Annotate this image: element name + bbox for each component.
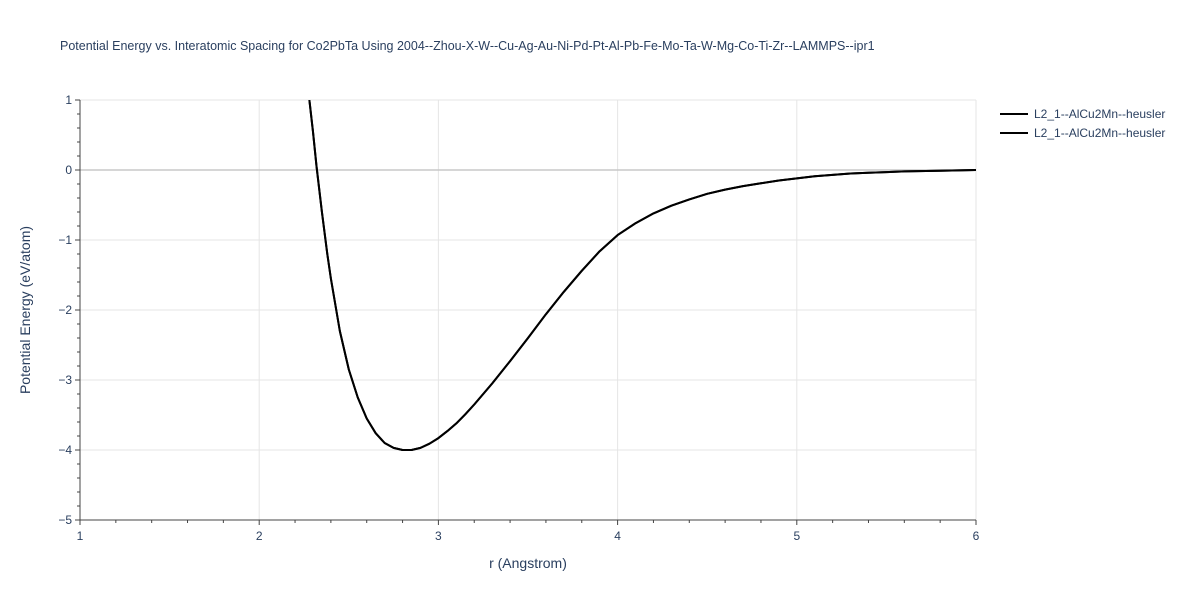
chart-title: Potential Energy vs. Interatomic Spacing… [60,39,875,53]
y-tick-label: −2 [58,303,72,317]
legend-item[interactable]: L2_1--AlCu2Mn--heusler [1000,107,1165,121]
series-line-0 [308,100,976,451]
x-tick-label: 3 [435,529,442,543]
legend[interactable]: L2_1--AlCu2Mn--heusler L2_1--AlCu2Mn--heu… [1000,107,1165,140]
y-tick-label: 1 [65,93,72,107]
x-tick-label: 1 [77,529,84,543]
axes: 1 2 3 4 5 6 1 0 −1 −2 −3 −4 −5 [58,93,979,543]
legend-item[interactable]: L2_1--AlCu2Mn--heusler [1000,126,1165,140]
series-line-1 [308,100,976,451]
legend-label: L2_1--AlCu2Mn--heusler [1034,107,1165,121]
x-tick-label: 5 [793,529,800,543]
y-axis-title: Potential Energy (eV/atom) [17,226,33,394]
grid [80,99,977,520]
y-tick-label: −1 [58,233,72,247]
y-tick-label: 0 [65,163,72,177]
y-tick-label: −3 [58,373,72,387]
plot-area [308,100,976,451]
y-tick-label: −4 [58,443,72,457]
x-axis-title: r (Angstrom) [489,555,567,571]
x-tick-label: 4 [614,529,621,543]
legend-label: L2_1--AlCu2Mn--heusler [1034,126,1165,140]
y-tick-label: −5 [58,513,72,527]
x-tick-label: 2 [256,529,263,543]
x-tick-label: 6 [973,529,980,543]
